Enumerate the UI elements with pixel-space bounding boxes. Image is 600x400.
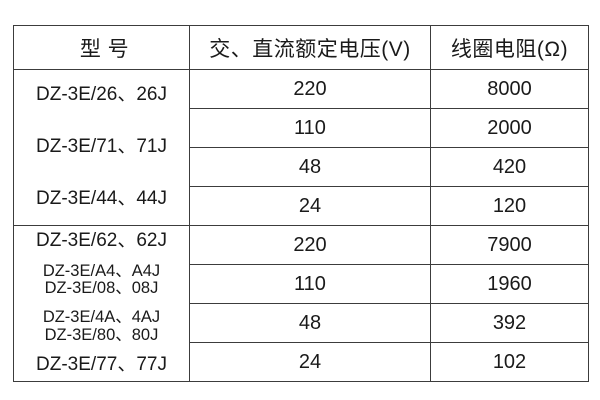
table-body: DZ-3E/26、26J DZ-3E/71、71J DZ-3E/44、44J 2… xyxy=(13,69,589,382)
spec-table-container: 型 号 交、直流额定电压(V) 线圈电阻(Ω) DZ-3E/26、26J DZ-… xyxy=(13,25,589,382)
resistance-value: 8000 xyxy=(430,69,589,109)
model-group-upper: DZ-3E/26、26J DZ-3E/71、71J DZ-3E/44、44J xyxy=(13,69,190,226)
column-header-voltage: 交、直流额定电压(V) xyxy=(189,25,431,70)
voltage-value: 220 xyxy=(189,225,431,265)
voltage-value: 24 xyxy=(189,186,431,226)
table-row: 110 2000 xyxy=(14,108,589,148)
model-entry: DZ-3E/44、44J xyxy=(36,187,167,209)
resistance-value: 120 xyxy=(430,186,589,226)
model-entry: DZ-3E/26、26J xyxy=(36,84,167,106)
model-group-lower: DZ-3E/62、62J DZ-3E/A4、A4J DZ-3E/08、08J D… xyxy=(13,225,190,382)
model-line: DZ-3E/08、08J xyxy=(44,279,159,298)
model-line: DZ-3E/4A、4AJ xyxy=(42,307,161,326)
resistance-value: 1960 xyxy=(430,264,589,304)
model-entry: DZ-3E/71、71J xyxy=(36,136,167,158)
resistance-value: 392 xyxy=(430,303,589,343)
model-entry: DZ-3E/77、77J xyxy=(36,353,167,375)
column-header-model: 型 号 xyxy=(13,25,190,70)
voltage-value: 24 xyxy=(189,342,431,382)
resistance-value: 7900 xyxy=(430,225,589,265)
resistance-value: 420 xyxy=(430,147,589,187)
model-entry: DZ-3E/62、62J xyxy=(36,230,167,252)
table-header-row: 型 号 交、直流额定电压(V) 线圈电阻(Ω) xyxy=(13,25,589,70)
table-row: DZ-3E/62、62J DZ-3E/A4、A4J DZ-3E/08、08J D… xyxy=(13,225,589,382)
resistance-value: 2000 xyxy=(430,108,589,148)
voltage-value: 48 xyxy=(189,147,431,187)
voltage-value: 48 xyxy=(189,303,431,343)
table-row: 48 392 xyxy=(14,303,589,343)
table-header: 型 号 交、直流额定电压(V) 线圈电阻(Ω) xyxy=(13,25,589,70)
relay-specification-table: 型 号 交、直流额定电压(V) 线圈电阻(Ω) DZ-3E/26、26J DZ-… xyxy=(13,25,589,382)
model-line: DZ-3E/80、80J xyxy=(44,325,159,344)
table-row: 110 1960 xyxy=(14,264,589,304)
model-line: DZ-3E/A4、A4J xyxy=(42,261,161,280)
model-entry: DZ-3E/A4、A4J DZ-3E/08、08J xyxy=(42,261,161,299)
model-entry: DZ-3E/4A、4AJ DZ-3E/80、80J xyxy=(42,307,161,345)
voltage-value: 110 xyxy=(189,108,431,148)
voltage-value: 220 xyxy=(189,69,431,109)
table-row: DZ-3E/26、26J DZ-3E/71、71J DZ-3E/44、44J 2… xyxy=(13,69,589,226)
voltage-value: 110 xyxy=(189,264,431,304)
resistance-value: 102 xyxy=(430,342,589,382)
table-row: 24 120 xyxy=(14,186,589,226)
column-header-resistance: 线圈电阻(Ω) xyxy=(430,25,589,70)
table-row: 24 102 xyxy=(14,342,589,382)
